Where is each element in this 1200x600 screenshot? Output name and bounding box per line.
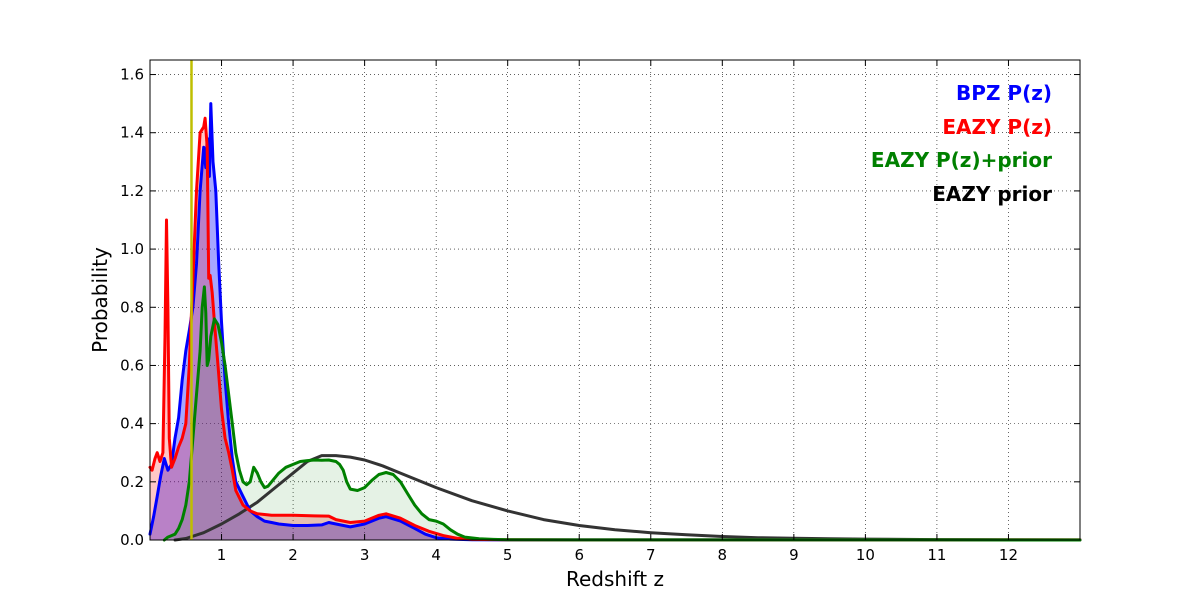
series-fills bbox=[150, 103, 1081, 540]
x-tick-label: 2 bbox=[288, 546, 298, 564]
plot-frame bbox=[149, 59, 1081, 541]
grid bbox=[150, 60, 1080, 540]
series-line-2 bbox=[162, 285, 1082, 542]
y-tick-label: 1.0 bbox=[120, 240, 144, 258]
y-tick-label: 0.0 bbox=[120, 531, 144, 549]
legend-entry-eazy-prior-combined: EAZY P(z)+prior bbox=[871, 148, 1052, 172]
series-fill-2 bbox=[164, 286, 1081, 540]
x-tick-label: 9 bbox=[789, 546, 799, 564]
series-line-3 bbox=[173, 454, 1082, 542]
legend-entry-bpz: BPZ P(z) bbox=[956, 81, 1052, 105]
y-axis-label: Probability bbox=[88, 247, 112, 353]
y-tick-label: 0.6 bbox=[120, 356, 144, 374]
x-tick-label: 10 bbox=[856, 546, 875, 564]
x-tick-label: 8 bbox=[718, 546, 728, 564]
legend-entry-eazy-prior: EAZY prior bbox=[932, 182, 1052, 206]
axis-ticks: 1 2 3 4 5 6 7 8 9 10 11 120.00.20.40.60.81.01.21.41… bbox=[120, 60, 1080, 564]
y-tick-label: 0.2 bbox=[120, 473, 144, 491]
legend-entry-eazy: EAZY P(z) bbox=[942, 115, 1052, 139]
x-tick-label: 12 bbox=[999, 546, 1018, 564]
x-tick-label: 1 bbox=[217, 546, 227, 564]
x-tick-label: 4 bbox=[431, 546, 441, 564]
legend: BPZ P(z) EAZY P(z) EAZY P(z)+prior EAZY … bbox=[871, 81, 1052, 206]
y-tick-label: 0.8 bbox=[120, 298, 144, 316]
x-tick-label: 6 bbox=[574, 546, 584, 564]
y-tick-label: 1.6 bbox=[120, 66, 144, 84]
y-tick-label: 0.4 bbox=[120, 415, 144, 433]
series-line-1 bbox=[148, 116, 1082, 542]
y-tick-label: 1.2 bbox=[120, 182, 144, 200]
x-tick-label: 7 bbox=[646, 546, 656, 564]
x-tick-label: 11 bbox=[927, 546, 946, 564]
series-lines bbox=[148, 102, 1082, 542]
x-axis-label: Redshift z bbox=[566, 567, 664, 591]
x-tick-label: 5 bbox=[503, 546, 513, 564]
y-tick-label: 1.4 bbox=[120, 124, 144, 142]
x-tick-label: 3 bbox=[360, 546, 370, 564]
